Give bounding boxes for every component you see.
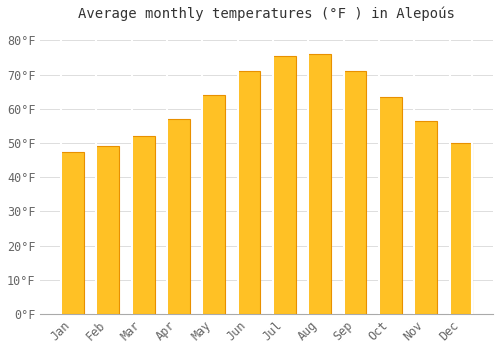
Bar [167, 119, 190, 314]
Bar [308, 54, 331, 314]
Bar [344, 71, 366, 314]
Bar [61, 152, 84, 314]
Bar [273, 56, 296, 314]
Bar [238, 71, 260, 314]
Bar [132, 136, 154, 314]
Bar [450, 143, 472, 314]
Bar [414, 121, 437, 314]
Title: Average monthly temperatures (°F ) in Alepoús: Average monthly temperatures (°F ) in Al… [78, 7, 455, 21]
Bar [96, 146, 119, 314]
Bar [202, 95, 225, 314]
Bar [379, 97, 402, 314]
